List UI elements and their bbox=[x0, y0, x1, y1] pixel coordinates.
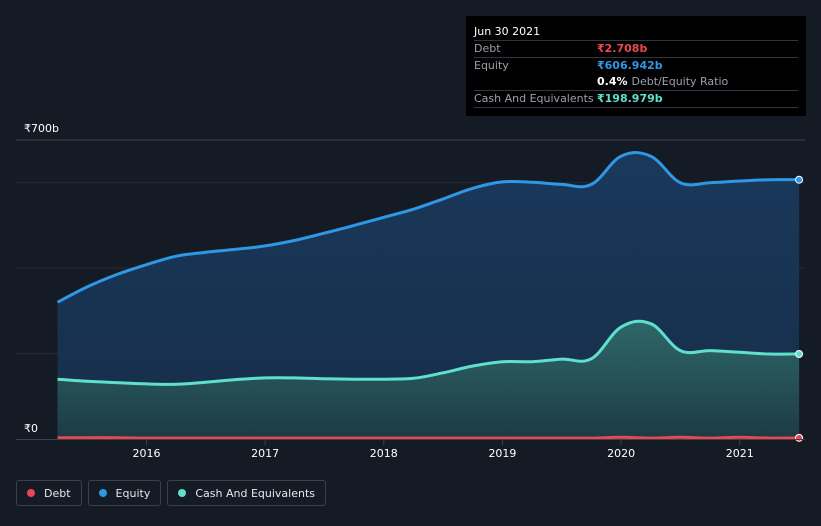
legend-item-cash[interactable]: Cash And Equivalents bbox=[167, 480, 326, 506]
tooltip-debt-row: Debt ₹2.708b bbox=[474, 40, 798, 57]
y-tick-label-zero: ₹0 bbox=[24, 422, 38, 435]
tooltip-debt-value: ₹2.708b bbox=[597, 42, 648, 55]
debt-end-marker bbox=[795, 433, 804, 442]
chart-legend: Debt Equity Cash And Equivalents bbox=[16, 480, 326, 506]
chart-tooltip: Jun 30 2021 Debt ₹2.708b Equity ₹606.942… bbox=[466, 16, 806, 116]
x-tick-label-2019: 2019 bbox=[488, 447, 516, 460]
equity-end-marker bbox=[795, 175, 804, 184]
tooltip-equity-value: ₹606.942b bbox=[597, 59, 663, 72]
legend-item-debt[interactable]: Debt bbox=[16, 480, 82, 506]
tooltip-cash-row: Cash And Equivalents ₹198.979b bbox=[474, 90, 798, 108]
tooltip-equity-label: Equity bbox=[474, 59, 509, 72]
x-tick-label-2018: 2018 bbox=[370, 447, 398, 460]
y-tick-label-top: ₹700b bbox=[24, 122, 59, 135]
tooltip-cash-label: Cash And Equivalents bbox=[474, 92, 594, 105]
cash-and-equivalents-line bbox=[57, 319, 800, 386]
legend-cash-dot bbox=[178, 489, 187, 497]
tooltip-ratio-label: Debt/Equity Ratio bbox=[631, 75, 729, 88]
tooltip-cash-value: ₹198.979b bbox=[597, 92, 663, 105]
x-tick-label-2017: 2017 bbox=[251, 447, 279, 460]
tooltip-debt-label: Debt bbox=[474, 42, 501, 55]
x-tick-label-2021: 2021 bbox=[726, 447, 754, 460]
legend-debt-label: Debt bbox=[44, 486, 71, 500]
x-tick-label-2016: 2016 bbox=[133, 447, 161, 460]
legend-item-equity[interactable]: Equity bbox=[87, 480, 162, 506]
tooltip-equity-row: Equity ₹606.942b bbox=[474, 57, 798, 74]
tooltip-ratio-row: 0.4% Debt/Equity Ratio bbox=[474, 74, 798, 90]
tooltip-ratio-percent: 0.4% bbox=[597, 75, 628, 88]
equity-line bbox=[56, 151, 800, 304]
debt-line bbox=[57, 435, 800, 440]
x-tick-label-2020: 2020 bbox=[607, 447, 635, 460]
legend-equity-dot bbox=[98, 489, 107, 497]
tooltip-date: Jun 30 2021 bbox=[474, 25, 541, 38]
legend-equity-label: Equity bbox=[115, 486, 151, 500]
cash-and-equivalents-end-marker bbox=[795, 349, 804, 358]
cash-and-equivalents-area bbox=[57, 321, 800, 439]
legend-cash-label: Cash And Equivalents bbox=[195, 486, 315, 500]
legend-debt-dot bbox=[27, 489, 35, 497]
